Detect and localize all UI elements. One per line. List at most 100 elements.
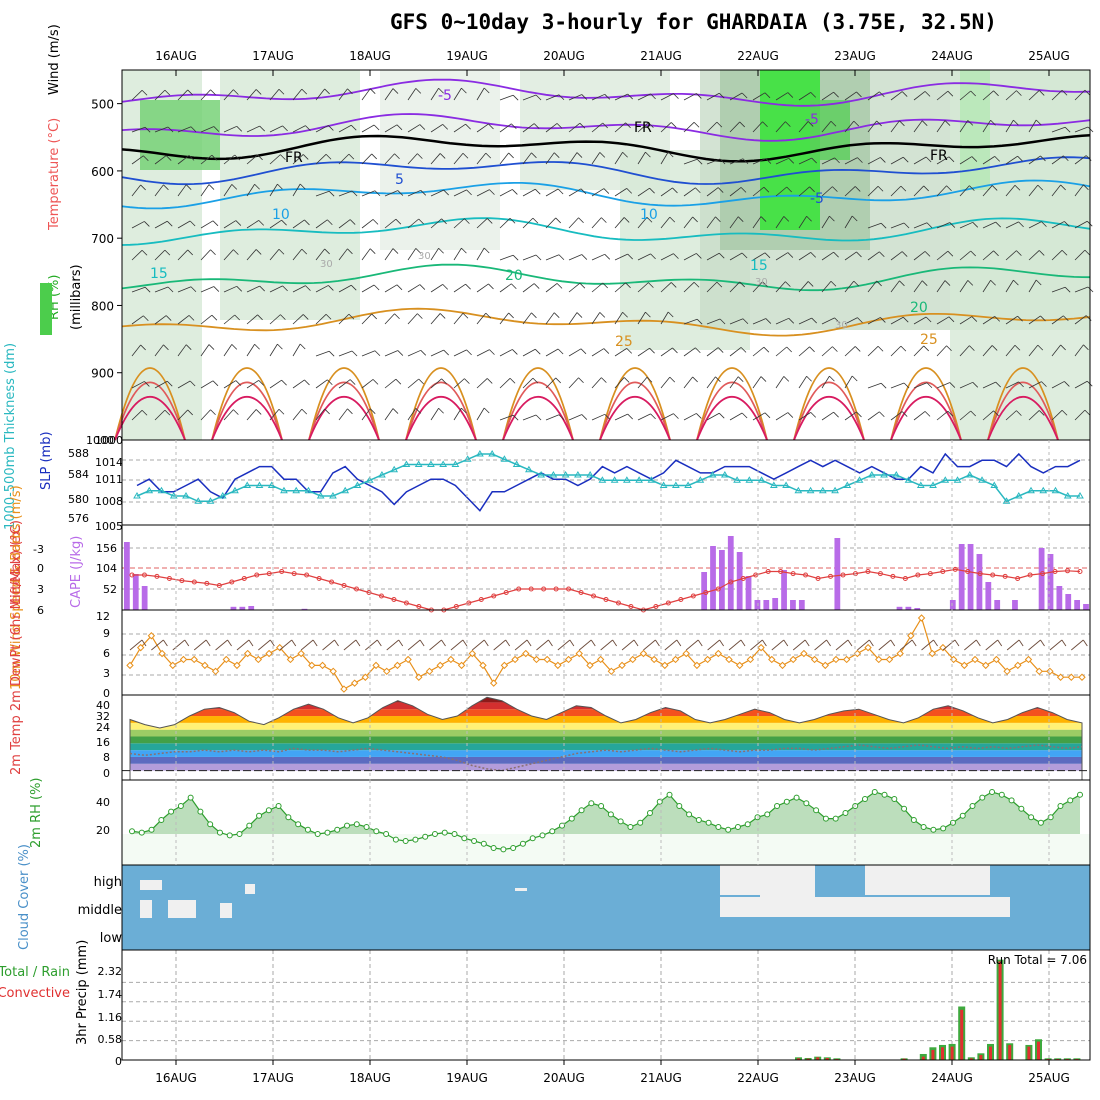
precip-convective-bar — [998, 961, 1002, 1060]
wind-barb — [499, 94, 514, 101]
precip-convective-bar — [1075, 1058, 1079, 1060]
li-point — [990, 572, 996, 578]
wind-speed-point — [778, 661, 787, 670]
wind-barb — [522, 348, 536, 357]
wind-barb — [637, 122, 649, 133]
wind-speed-point — [736, 661, 744, 670]
wind-barb-flag — [462, 152, 469, 159]
wind-barb-flag — [625, 122, 631, 129]
thickness-point — [892, 471, 901, 478]
wind-barb — [545, 152, 555, 165]
wind-speed-point — [682, 649, 690, 658]
thickness-point — [561, 471, 570, 478]
wind-barb-flag — [806, 375, 812, 382]
wind-barb — [959, 410, 971, 421]
thickness-point — [157, 486, 166, 494]
rh-baseband — [122, 834, 1090, 865]
contour-label: -5 — [438, 88, 452, 104]
wind-barb — [315, 408, 325, 421]
wind-barb-flag — [811, 157, 817, 164]
wind-barb-flag — [164, 409, 171, 416]
wind-barb — [1028, 381, 1042, 389]
contour-label: 15 — [750, 258, 768, 274]
wind-barb — [407, 218, 419, 229]
wind-speed-point — [1035, 667, 1043, 676]
wind-barb — [1005, 345, 1016, 357]
rh-point — [285, 814, 292, 821]
rh-point — [822, 815, 829, 822]
wind-barb-flag — [1061, 639, 1067, 647]
wind-barb — [1071, 639, 1084, 651]
li-point — [877, 571, 883, 577]
wind-tick: 12 — [96, 610, 110, 623]
cape-bar — [967, 544, 974, 610]
wind-barb-flag — [900, 185, 907, 192]
wind-barb-flag — [715, 376, 721, 383]
wind-barb-flag — [325, 313, 332, 320]
rh-point — [627, 824, 634, 830]
wind-barb-flag — [438, 87, 444, 94]
wind-barb — [729, 281, 741, 293]
thickness-point — [488, 450, 497, 457]
wind-barb-flag — [277, 183, 283, 190]
wind-barb — [568, 152, 578, 165]
wind-barb-flag — [235, 220, 242, 226]
wind-barb-flag — [483, 639, 489, 647]
wind-barb — [1074, 380, 1088, 389]
cape-bar — [239, 606, 246, 610]
wind-barb-flag — [1061, 249, 1068, 256]
wind-speed-point — [415, 673, 423, 681]
wind-barb-flag — [511, 123, 517, 130]
millibars-label: (millibars) — [69, 264, 84, 330]
thickness-point — [451, 460, 460, 467]
wind-barb-flag — [301, 88, 308, 95]
thickness-point — [316, 492, 325, 499]
wind-barb — [844, 280, 855, 293]
li-point — [378, 593, 384, 599]
wind-barb-flag — [879, 251, 885, 258]
wind-barb-flag — [579, 282, 586, 289]
thickness-point — [402, 460, 411, 467]
series-line-1 — [136, 453, 1080, 503]
thickness-point — [1039, 486, 1048, 494]
wind-speed-point — [725, 655, 733, 664]
wind-barb — [246, 154, 258, 165]
wind-barb — [407, 349, 421, 357]
wind-barb-flag — [946, 185, 952, 192]
wind-barb-flag — [533, 123, 540, 129]
wind-barb — [844, 215, 853, 229]
wind-barb — [223, 344, 233, 357]
wind-barb-flag — [1035, 119, 1042, 126]
wind-barb — [982, 250, 994, 261]
cloud-cell — [220, 903, 232, 918]
wind-barb — [637, 311, 646, 325]
rh-point — [1067, 797, 1074, 804]
surface-temperature-contour — [696, 396, 768, 441]
wind-barb-flag — [236, 126, 243, 132]
wind-barb — [591, 312, 601, 325]
precip-tick: 2.32 — [98, 965, 123, 978]
wind-barb-flag — [880, 317, 886, 323]
li-point — [141, 572, 147, 578]
wind-speed-point — [457, 661, 466, 670]
wind-barb — [798, 317, 812, 325]
wind-barb — [476, 407, 485, 421]
wind-barb — [430, 284, 443, 293]
precip-convective-bar — [979, 1054, 983, 1060]
wind-barb-flag — [532, 217, 539, 224]
li-point — [765, 569, 771, 574]
bottom-x-label: 16AUG — [155, 1071, 197, 1085]
contour-label: 30 — [755, 277, 768, 288]
side-label: Temperature (°C) — [47, 118, 62, 231]
thickness-point — [1014, 492, 1023, 499]
side-label: Wind (m/s) — [47, 24, 62, 95]
li-point — [890, 573, 896, 579]
cape-bar — [798, 600, 805, 610]
wind-barb-flag — [899, 120, 905, 127]
wind-barb-flag — [1064, 286, 1071, 293]
wind-barb — [499, 312, 509, 325]
temperature-contour — [121, 179, 1091, 210]
temperature-contour — [121, 307, 1091, 337]
wind-barb — [614, 122, 626, 133]
wind-barb — [959, 185, 970, 197]
